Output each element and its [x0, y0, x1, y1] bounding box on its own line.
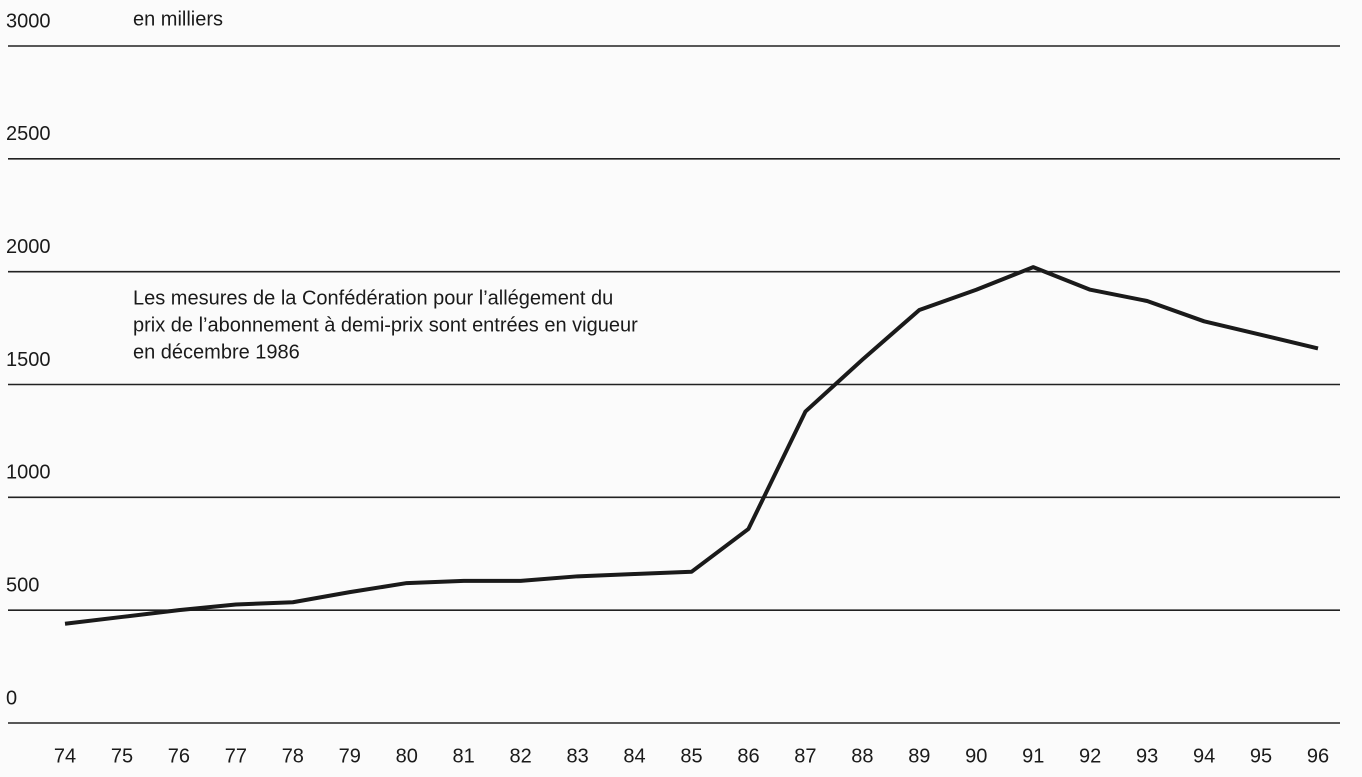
- annotation: en décembre 1986: [133, 341, 300, 363]
- x-tick-label: 90: [965, 745, 987, 767]
- x-tick-label: 94: [1193, 745, 1215, 767]
- y-tick-label: 3000: [6, 10, 51, 32]
- x-tick-label: 86: [737, 745, 759, 767]
- x-tick-label: 82: [510, 745, 532, 767]
- x-tick-label: 74: [54, 745, 76, 767]
- x-tick-label: 79: [339, 745, 361, 767]
- x-tick-label: 96: [1307, 745, 1329, 767]
- y-tick-label: 500: [6, 574, 39, 596]
- x-tick-label: 77: [225, 745, 247, 767]
- data-line: [64, 265, 1319, 626]
- annotation: prix de l’abonnement à demi-prix sont en…: [133, 314, 638, 336]
- x-tick-label: 89: [908, 745, 930, 767]
- x-tick-label: 84: [623, 745, 645, 767]
- x-tick-label: 95: [1250, 745, 1272, 767]
- x-tick-label: 91: [1022, 745, 1044, 767]
- x-tick-label: 93: [1136, 745, 1158, 767]
- annotation: Les mesures de la Confédération pour l’a…: [133, 287, 613, 309]
- x-tick-label: 92: [1079, 745, 1101, 767]
- y-tick-label: 1000: [6, 462, 51, 484]
- x-tick-label: 83: [566, 745, 588, 767]
- y-tick-label: 2000: [6, 236, 51, 258]
- x-tick-label: 76: [168, 745, 190, 767]
- x-tick-label: 78: [282, 745, 304, 767]
- x-tick-label: 80: [396, 745, 418, 767]
- y-tick-label: 2500: [6, 123, 51, 145]
- x-tick-label: 88: [851, 745, 873, 767]
- y-tick-label: 1500: [6, 349, 51, 371]
- y-tick-label: 0: [6, 687, 17, 709]
- x-tick-label: 85: [680, 745, 702, 767]
- x-tick-label: 81: [453, 745, 475, 767]
- x-tick-label: 75: [111, 745, 133, 767]
- y-axis-label: en milliers: [133, 8, 223, 30]
- x-tick-label: 87: [794, 745, 816, 767]
